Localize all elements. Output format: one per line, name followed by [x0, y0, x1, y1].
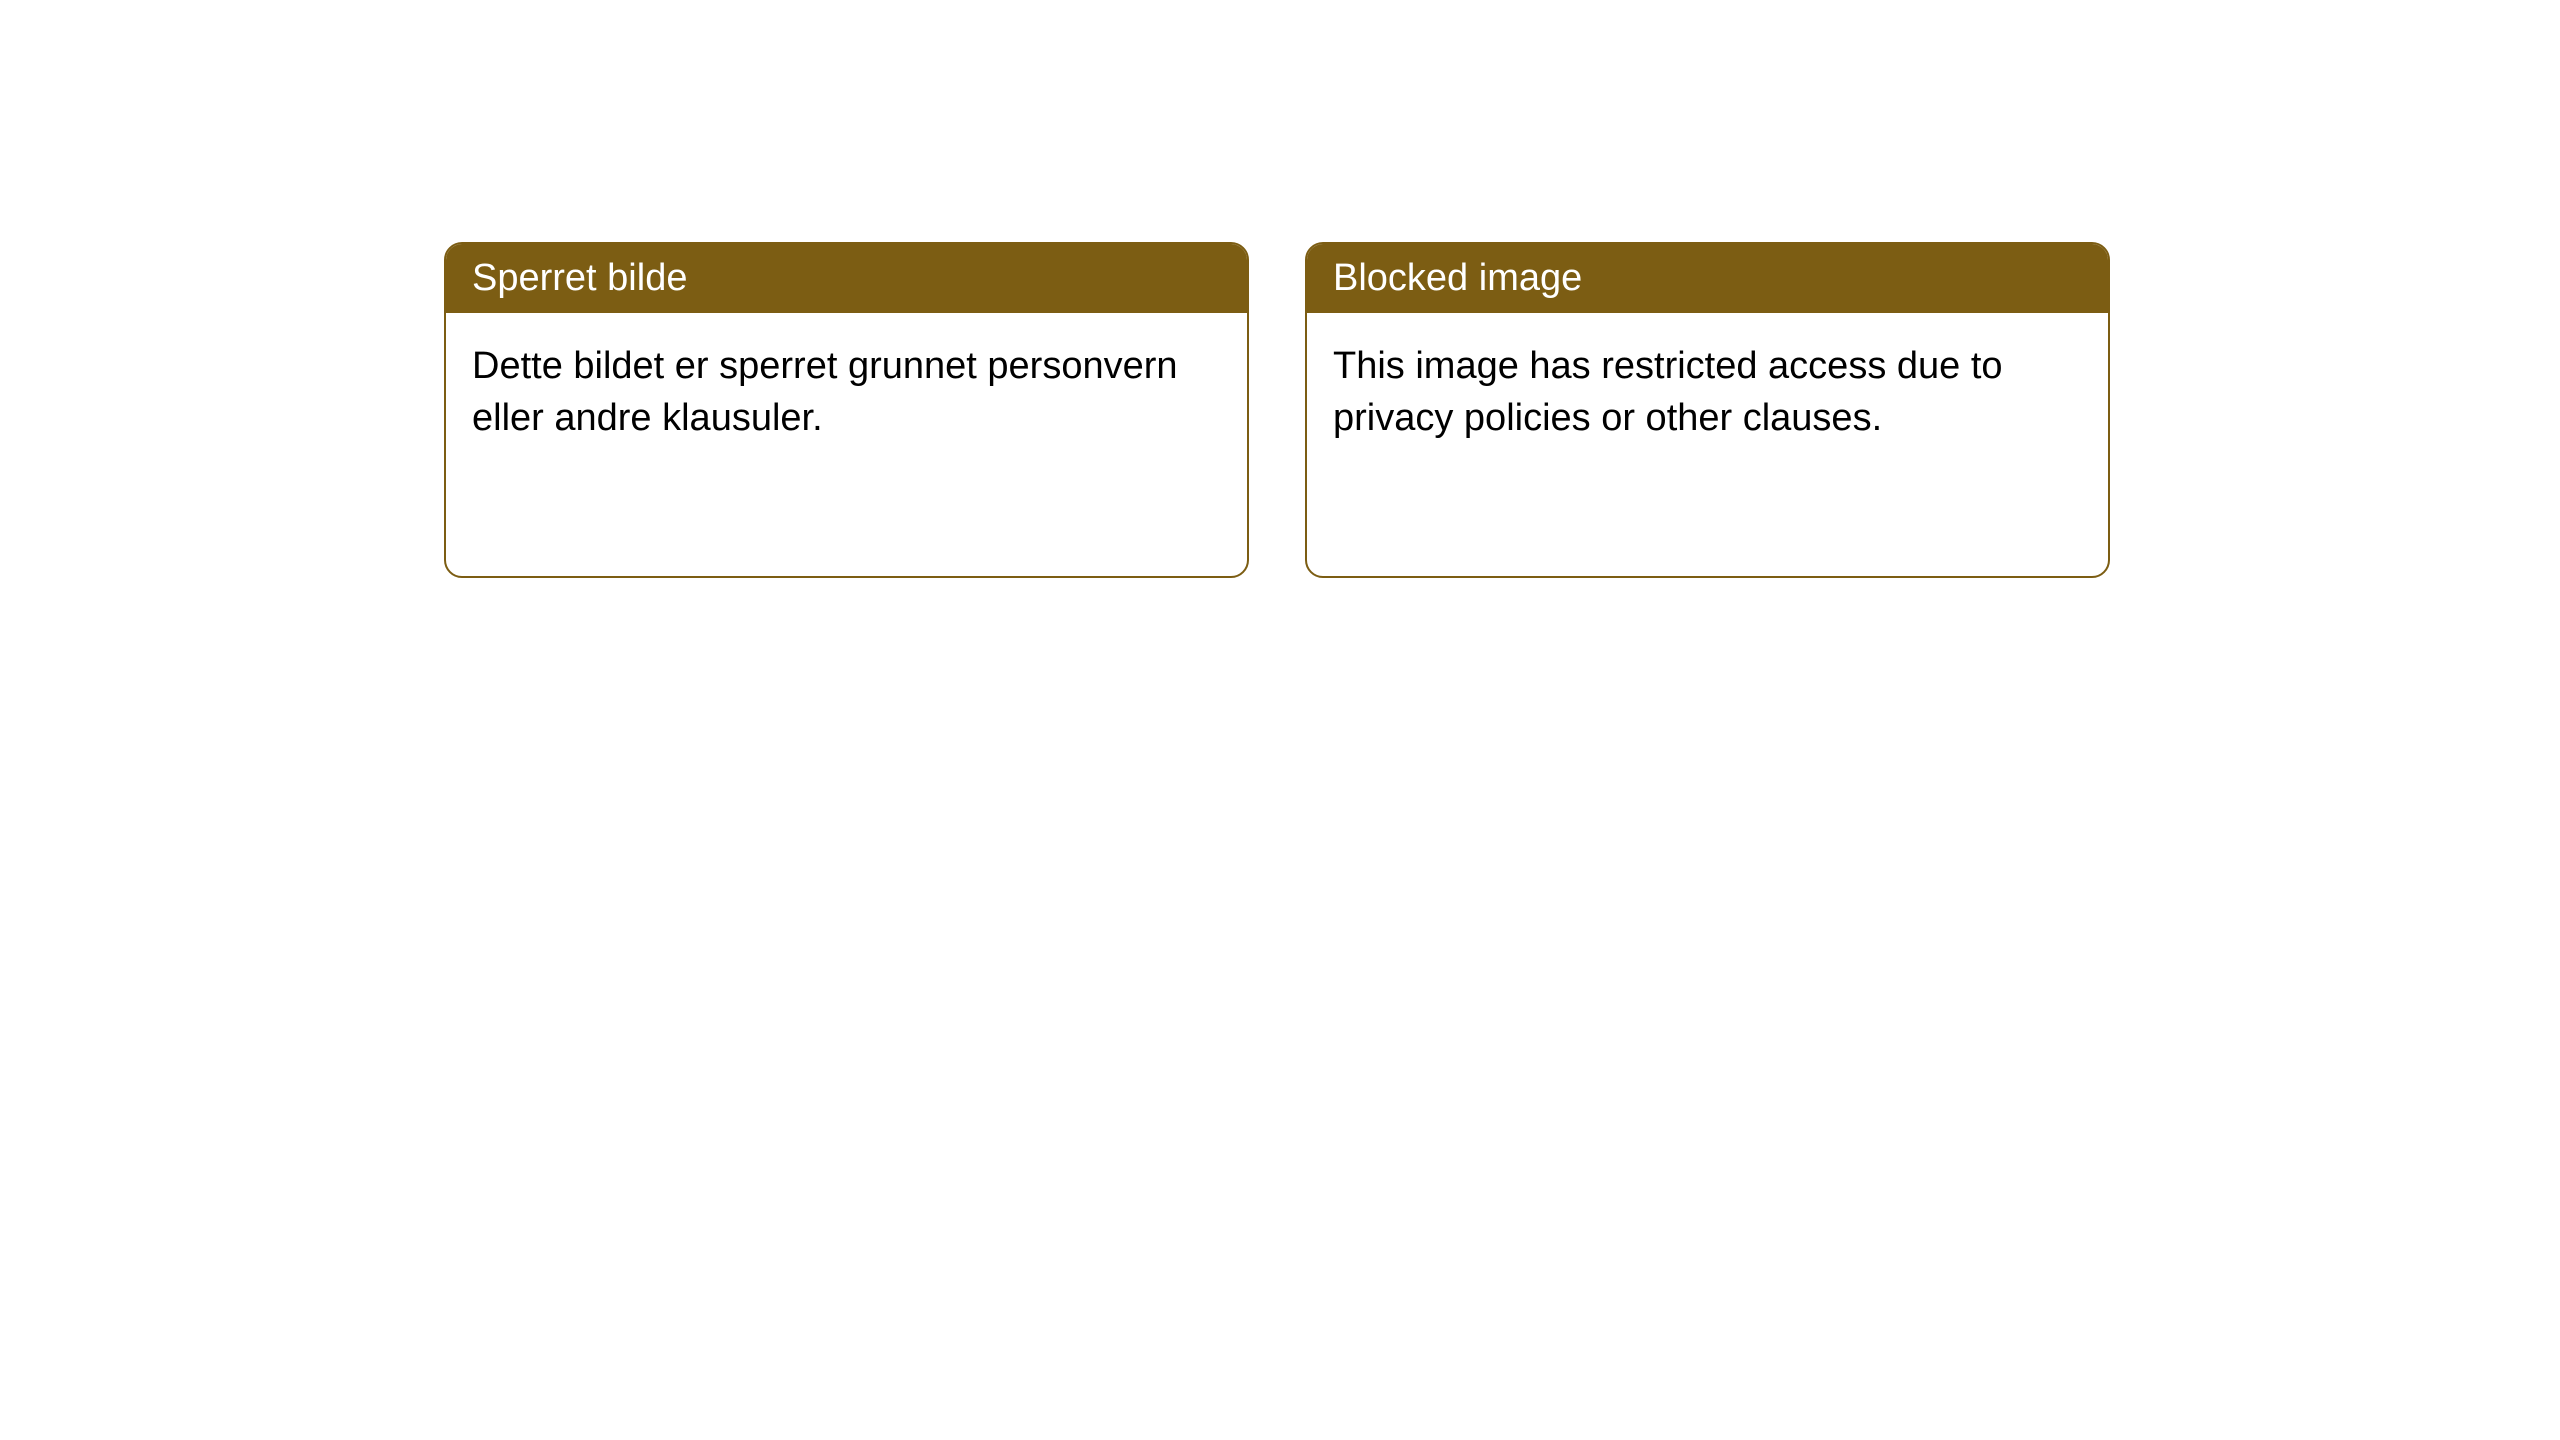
notice-body: This image has restricted access due to …	[1307, 313, 2108, 472]
notice-card-english: Blocked image This image has restricted …	[1305, 242, 2110, 578]
notice-card-norwegian: Sperret bilde Dette bildet er sperret gr…	[444, 242, 1249, 578]
notice-body: Dette bildet er sperret grunnet personve…	[446, 313, 1247, 472]
notice-container: Sperret bilde Dette bildet er sperret gr…	[0, 0, 2560, 578]
notice-title: Blocked image	[1307, 244, 2108, 313]
notice-title: Sperret bilde	[446, 244, 1247, 313]
